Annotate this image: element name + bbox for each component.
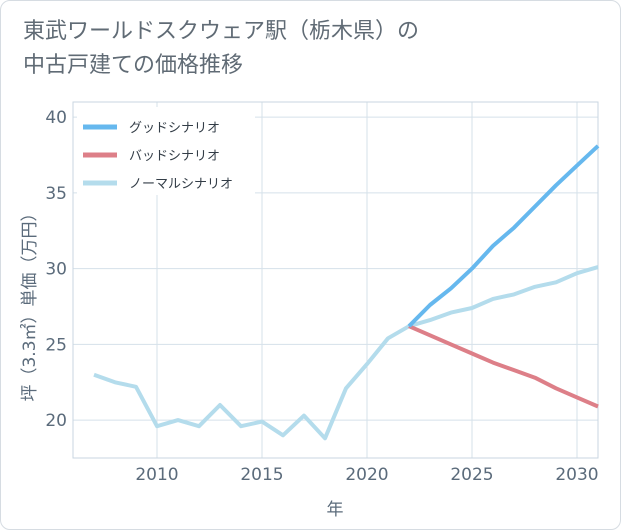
x-axis-ticks: 2010 2015 2020 2025 2030 <box>135 465 598 485</box>
x-tick-label: 2020 <box>345 465 388 485</box>
series-line-1 <box>407 144 600 328</box>
y-axis-label: 坪（3.3㎡）単価（万円） <box>20 204 40 401</box>
legend-label-3: ノーマルシナリオ <box>129 177 233 192</box>
title-line-1: 東武ワールドスクウェア駅（栃木県）の <box>23 19 420 44</box>
y-tick-label: 35 <box>45 184 67 204</box>
plot-area-frame <box>72 101 599 459</box>
page-title: 東武ワールドスクウェア駅（栃木県）の 中古戸建ての価格推移 <box>23 15 419 83</box>
series-layer <box>93 144 600 441</box>
legend-label-1: グッドシナリオ <box>129 121 220 136</box>
legend-label-2: バッドシナリオ <box>129 149 220 164</box>
y-tick-label: 30 <box>45 260 67 280</box>
x-axis-label: 年 <box>327 500 344 520</box>
x-tick-label: 2030 <box>555 465 598 485</box>
x-tick-label: 2015 <box>240 465 283 485</box>
title-line-2: 中古戸建ての価格推移 <box>23 53 244 78</box>
legend-background <box>77 107 255 195</box>
grid-lines <box>73 102 598 458</box>
y-axis-ticks: 20 25 30 35 40 <box>45 108 67 431</box>
y-tick-label: 40 <box>45 108 67 128</box>
y-tick-label: 25 <box>45 335 67 355</box>
series-line-3 <box>93 265 599 441</box>
series-line-2 <box>408 324 599 409</box>
x-tick-label: 2010 <box>135 465 178 485</box>
x-tick-label: 2025 <box>450 465 493 485</box>
y-tick-label: 20 <box>45 411 67 431</box>
